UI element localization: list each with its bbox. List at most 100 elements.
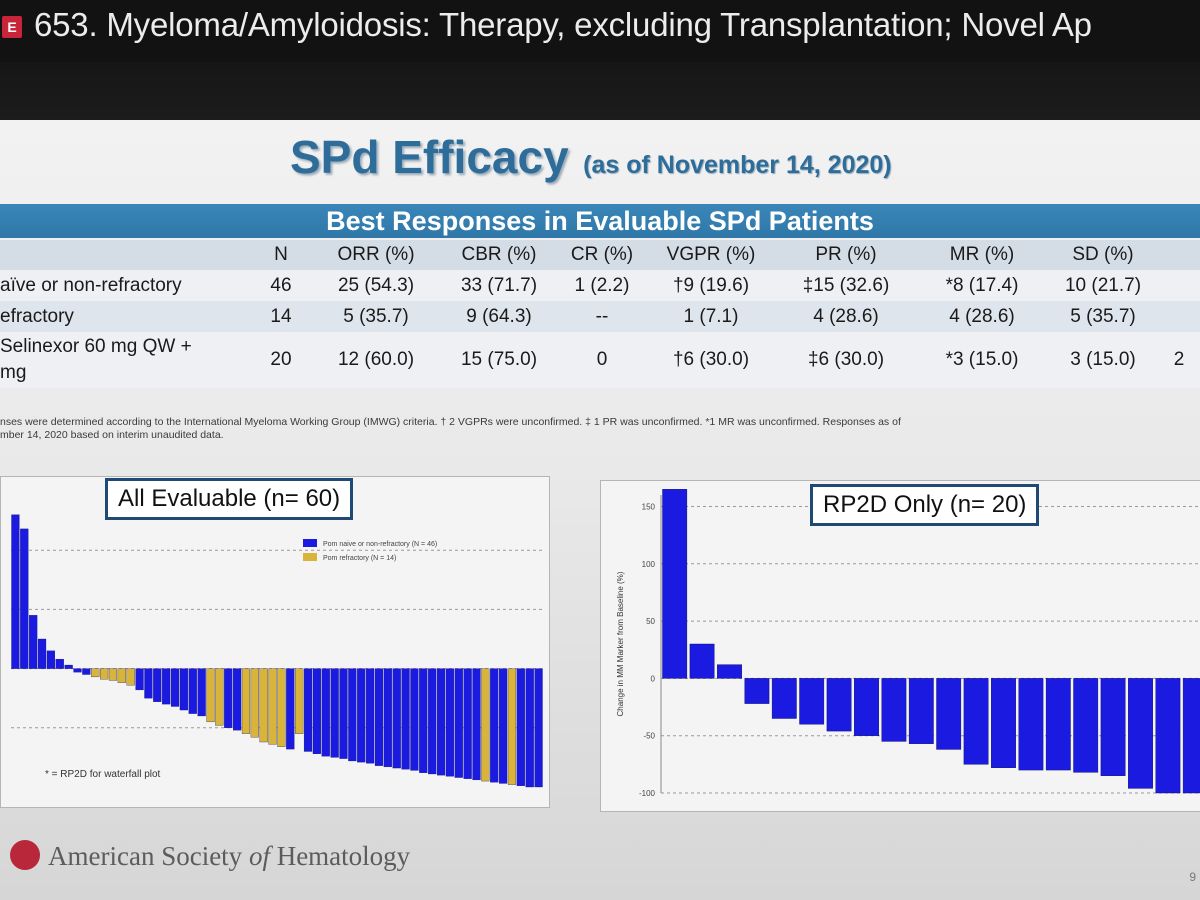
y-tick-label: -100 bbox=[639, 789, 656, 798]
header-cell: N bbox=[250, 240, 312, 270]
waterfall-bar bbox=[37, 638, 47, 669]
waterfall-bar bbox=[82, 668, 91, 675]
waterfall-bar bbox=[963, 678, 989, 765]
waterfall-bar bbox=[339, 668, 348, 759]
table-cell: 3 (15.0) bbox=[1048, 332, 1158, 388]
waterfall-bar bbox=[91, 668, 100, 678]
waterfall-bar bbox=[215, 668, 224, 726]
row-label-line2: mg bbox=[0, 362, 27, 383]
app-badge[interactable]: E bbox=[2, 16, 22, 38]
waterfall-bar bbox=[436, 668, 446, 776]
org-name-part2: of bbox=[248, 841, 270, 871]
table-cell: *8 (17.4) bbox=[916, 270, 1048, 301]
table-cell: 0 bbox=[558, 332, 646, 388]
table-cell: 10 (21.7) bbox=[1048, 270, 1158, 301]
waterfall-bar bbox=[144, 668, 153, 699]
waterfall-bar bbox=[1073, 678, 1099, 773]
waterfall-bar bbox=[1100, 678, 1126, 777]
waterfall-bar bbox=[64, 664, 73, 669]
legend-label-refractory: Pom refractory (N = 14) bbox=[323, 555, 396, 562]
org-name-part1: American Society bbox=[48, 841, 249, 871]
waterfall-bar bbox=[490, 668, 499, 783]
waterfall-bar bbox=[259, 668, 268, 743]
table-title: Best Responses in Evaluable SPd Patients bbox=[326, 206, 874, 236]
table-cell: 33 (71.7) bbox=[440, 270, 558, 301]
slide-title-main: SPd Efficacy bbox=[290, 131, 569, 183]
waterfall-bar bbox=[108, 668, 118, 681]
table-cell bbox=[1158, 270, 1200, 301]
row-label: aïve or non-refractory bbox=[0, 270, 250, 301]
waterfall-bar bbox=[321, 668, 330, 757]
waterfall-bar bbox=[179, 668, 188, 711]
row-label: Selinexor 60 mg QW + mg bbox=[0, 332, 250, 388]
waterfall-bar bbox=[366, 668, 375, 764]
waterfall-bar bbox=[295, 668, 304, 734]
waterfall-bar bbox=[662, 489, 688, 679]
y-tick-label: 50 bbox=[646, 617, 655, 626]
table-cell: 5 (35.7) bbox=[1048, 301, 1158, 332]
waterfall-bar bbox=[250, 668, 259, 738]
table-cell: 5 (35.7) bbox=[312, 301, 440, 332]
waterfall-bar bbox=[206, 668, 215, 723]
waterfall-bar bbox=[100, 668, 109, 680]
waterfall-bar bbox=[268, 668, 277, 745]
header-cell bbox=[1158, 240, 1200, 270]
table-footnote: nses were determined according to the In… bbox=[0, 416, 1200, 442]
table-cell: †6 (30.0) bbox=[646, 332, 776, 388]
row-label: efractory bbox=[0, 301, 250, 332]
waterfall-bar bbox=[197, 668, 206, 717]
waterfall-bar bbox=[744, 678, 770, 704]
waterfall-bar bbox=[29, 615, 38, 669]
waterfall-bar bbox=[516, 668, 525, 786]
waterfall-bar bbox=[374, 668, 384, 766]
waterfall-bar bbox=[499, 668, 508, 784]
waterfall-bar bbox=[534, 668, 543, 788]
waterfall-bar bbox=[428, 668, 437, 775]
table-header-row: N ORR (%) CBR (%) CR (%) VGPR (%) PR (%)… bbox=[0, 240, 1200, 270]
waterfall-rp2d: 150 100 50 0 -50 -100 Change in MM Marker fro… bbox=[600, 480, 1200, 812]
waterfall-bar bbox=[854, 678, 879, 736]
waterfall-bar bbox=[799, 678, 825, 725]
responses-table: N ORR (%) CBR (%) CR (%) VGPR (%) PR (%)… bbox=[0, 240, 1200, 388]
waterfall-bar bbox=[1182, 678, 1200, 794]
waterfall-bar bbox=[908, 678, 934, 744]
legend-label-naive: Pom naive or non-refractory (N = 46) bbox=[323, 541, 437, 548]
waterfall-bar bbox=[241, 668, 251, 734]
table-row: efractory 14 5 (35.7) 9 (64.3) -- 1 (7.1… bbox=[0, 301, 1200, 332]
waterfall-bar bbox=[717, 664, 742, 679]
waterfall-bar bbox=[463, 668, 472, 779]
table-cell: ‡15 (32.6) bbox=[776, 270, 916, 301]
callout-all-evaluable: All Evaluable (n= 60) bbox=[105, 478, 354, 520]
footnote-line: nses were determined according to the In… bbox=[0, 416, 901, 428]
waterfall-bar bbox=[117, 668, 126, 683]
waterfall-bar bbox=[445, 668, 454, 777]
y-axis-label: Change in MM Marker from Baseline (%) bbox=[616, 571, 625, 716]
waterfall-bar bbox=[20, 528, 29, 669]
header-cell: ORR (%) bbox=[312, 240, 440, 270]
waterfall-bar bbox=[357, 668, 366, 763]
page-number: 9 bbox=[1189, 870, 1196, 884]
waterfall-bar bbox=[936, 678, 962, 750]
slide-title-date: (as of November 14, 2020) bbox=[583, 151, 892, 179]
waterfall-bar bbox=[46, 650, 55, 669]
waterfall-bar bbox=[11, 514, 20, 669]
table-cell: 25 (54.3) bbox=[312, 270, 440, 301]
waterfall-bar bbox=[481, 668, 490, 782]
waterfall-bar bbox=[135, 668, 144, 691]
header-cell: CR (%) bbox=[558, 240, 646, 270]
waterfall-bar bbox=[1128, 678, 1153, 789]
header-label bbox=[0, 240, 250, 270]
waterfall-bar bbox=[507, 668, 517, 785]
waterfall-bar bbox=[410, 668, 419, 771]
slide-margin bbox=[0, 62, 1200, 120]
waterfall-bar bbox=[1155, 678, 1181, 794]
waterfall-bar bbox=[286, 668, 295, 750]
table-cell: 15 (75.0) bbox=[440, 332, 558, 388]
session-title: 653. Myeloma/Amyloidosis: Therapy, exclu… bbox=[34, 6, 1092, 43]
ash-logo-icon bbox=[10, 840, 40, 870]
waterfall-bar bbox=[1018, 678, 1044, 771]
y-tick-label: 0 bbox=[651, 674, 656, 683]
table-row: Selinexor 60 mg QW + mg 20 12 (60.0) 15 … bbox=[0, 332, 1200, 388]
waterfall-bar bbox=[771, 678, 797, 719]
waterfall-chart-right: 150 100 50 0 -50 -100 Change in MM Marker fro… bbox=[616, 489, 1200, 798]
